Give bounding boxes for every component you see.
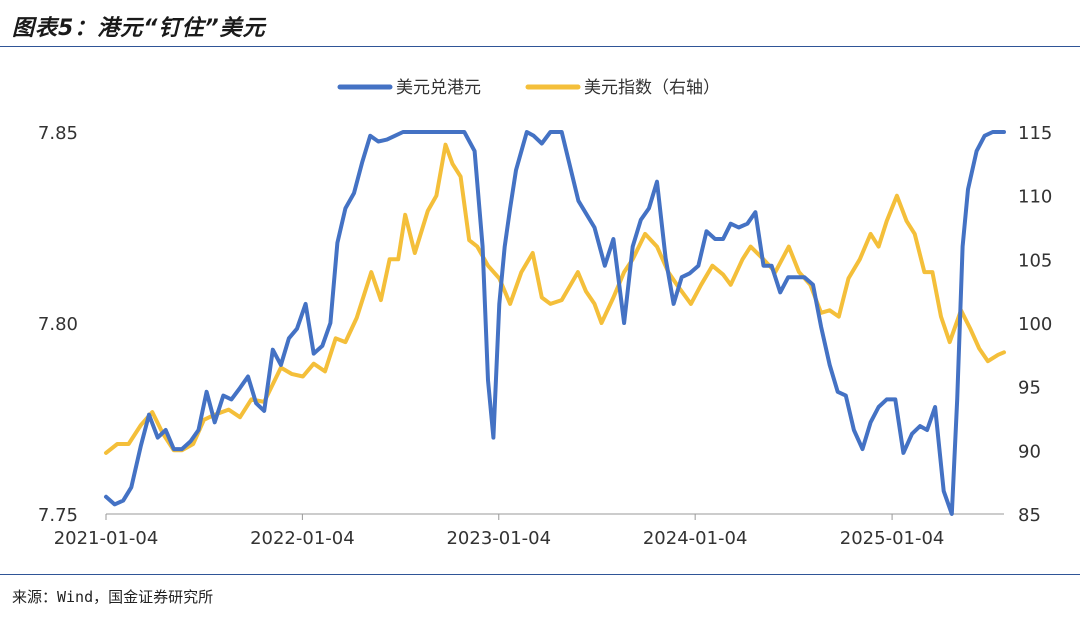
x-tick-label-3: 2024-01-04	[643, 528, 748, 549]
y-right-tick-label-4: 105	[1018, 250, 1052, 271]
chart-svg: 2021-01-04 2022-01-04 2023-01-04 2024-01-04…	[38, 78, 1052, 549]
y-left-tick-label-1: 7.80	[38, 314, 78, 335]
x-tick-label-2: 2023-01-04	[446, 528, 551, 549]
y-left-tick-label-0: 7.75	[38, 505, 78, 526]
x-tick-label-1: 2022-01-04	[250, 528, 355, 549]
top-rule	[0, 46, 1080, 47]
y-right-tick-label-5: 110	[1018, 187, 1052, 208]
dxy-series-line	[104, 142, 1006, 455]
legend-label-0: 美元兑港元	[396, 78, 481, 98]
y-right-tick-label-3: 100	[1018, 314, 1052, 335]
source-note: 来源：Wind，国金证券研究所	[12, 588, 214, 606]
figure-title: 图表5：港元“钉住”美元	[12, 16, 266, 41]
y-left-tick-label-2: 7.85	[38, 123, 78, 144]
legend-label-1: 美元指数（右轴）	[584, 78, 720, 98]
y-right-tick-label-6: 115	[1018, 123, 1052, 144]
bottom-rule	[0, 574, 1080, 575]
y-right-tick-label-2: 95	[1018, 378, 1041, 399]
usdhkd-series-line	[104, 130, 1006, 516]
x-tick-label-0: 2021-01-04	[54, 528, 159, 549]
x-tick-label-4: 2025-01-04	[840, 528, 945, 549]
y-right-tick-label-1: 90	[1018, 441, 1041, 462]
y-right-tick-label-0: 85	[1018, 505, 1041, 526]
